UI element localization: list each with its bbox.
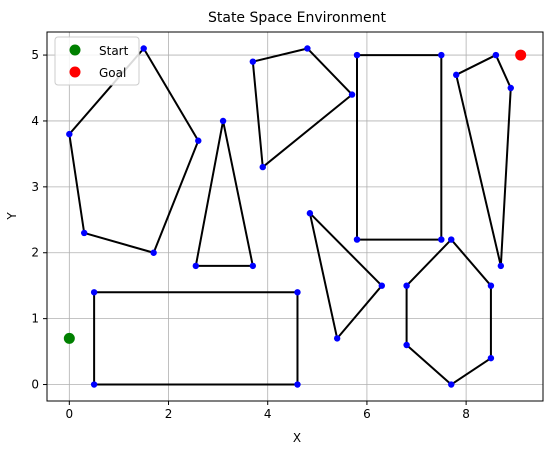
obstacles — [68, 47, 512, 386]
obstacle-vertices — [66, 45, 514, 388]
y-tick-label: 3 — [31, 180, 39, 194]
obstacle-vertex — [438, 236, 445, 243]
obstacle-vertex — [353, 51, 361, 59]
obstacle-vertex — [348, 91, 356, 98]
obstacle-vertex — [140, 45, 147, 52]
x-tick-label: 2 — [165, 407, 173, 421]
plot-frame — [46, 31, 544, 402]
axis-ticks: 0 2 4 6 8 0 1 2 3 4 5 — [31, 48, 470, 421]
obstacle-vertex — [249, 58, 257, 65]
grid — [47, 32, 543, 401]
obstacle-vertex — [294, 381, 301, 388]
obstacle-vertex — [219, 117, 227, 125]
y-tick-label: 4 — [31, 114, 39, 128]
obstacle-polygon-8 — [405, 238, 492, 386]
obstacle-vertex — [448, 381, 455, 388]
legend-goal-label: Goal — [99, 66, 126, 80]
obstacle-vertex — [90, 381, 98, 388]
obstacle-vertex — [333, 335, 341, 342]
y-tick-label: 2 — [31, 246, 39, 260]
obstacle-polygon-2 — [194, 119, 254, 267]
obstacle-polygon-7 — [93, 291, 299, 386]
obstacle-vertex — [259, 163, 266, 171]
obstacle-polygon-5 — [455, 54, 512, 267]
obstacle-vertex — [403, 341, 410, 349]
legend-goal-marker — [69, 66, 81, 78]
obstacle-vertex — [497, 262, 505, 270]
obstacle-vertex — [438, 51, 445, 59]
x-tick-label: 0 — [65, 407, 73, 421]
x-tick-label: 8 — [462, 407, 470, 421]
obstacle-polygon-4 — [356, 54, 443, 241]
obstacle-vertex — [507, 84, 514, 92]
obstacle-vertex — [294, 289, 301, 296]
goal-point — [515, 49, 527, 61]
obstacle-vertex — [304, 45, 311, 52]
obstacle-vertex — [81, 229, 88, 237]
obstacle-polygon-6 — [308, 212, 383, 340]
legend-start-marker — [69, 44, 81, 56]
obstacle-vertex — [403, 282, 410, 289]
obstacle-vertex — [90, 289, 98, 296]
obstacle-vertex — [66, 130, 73, 138]
x-tick-label: 4 — [264, 407, 272, 421]
obstacle-vertex — [448, 236, 455, 243]
start-point — [63, 332, 75, 344]
obstacle-vertex — [192, 262, 199, 270]
obstacle-vertex — [353, 236, 361, 243]
obstacle-vertex — [150, 249, 157, 256]
y-tick-label: 1 — [31, 312, 39, 326]
obstacle-vertex — [378, 282, 385, 289]
obstacle-vertex — [306, 210, 314, 217]
obstacle-vertex — [453, 71, 460, 79]
y-tick-label: 0 — [31, 378, 39, 392]
obstacle-vertex — [487, 354, 495, 362]
obstacle-vertex — [249, 262, 257, 270]
start-goal-markers — [63, 49, 527, 344]
legend-start-label: Start — [99, 44, 129, 58]
chart-title: State Space Environment — [208, 10, 387, 26]
obstacle-vertex — [487, 282, 495, 289]
x-tick-label: 6 — [363, 407, 371, 421]
x-axis-label: X — [293, 431, 301, 445]
y-axis-label: Y — [5, 212, 19, 221]
obstacle-vertex — [195, 137, 202, 144]
legend: Start Goal — [54, 36, 140, 86]
obstacle-vertex — [492, 51, 500, 59]
y-tick-label: 5 — [31, 48, 39, 62]
